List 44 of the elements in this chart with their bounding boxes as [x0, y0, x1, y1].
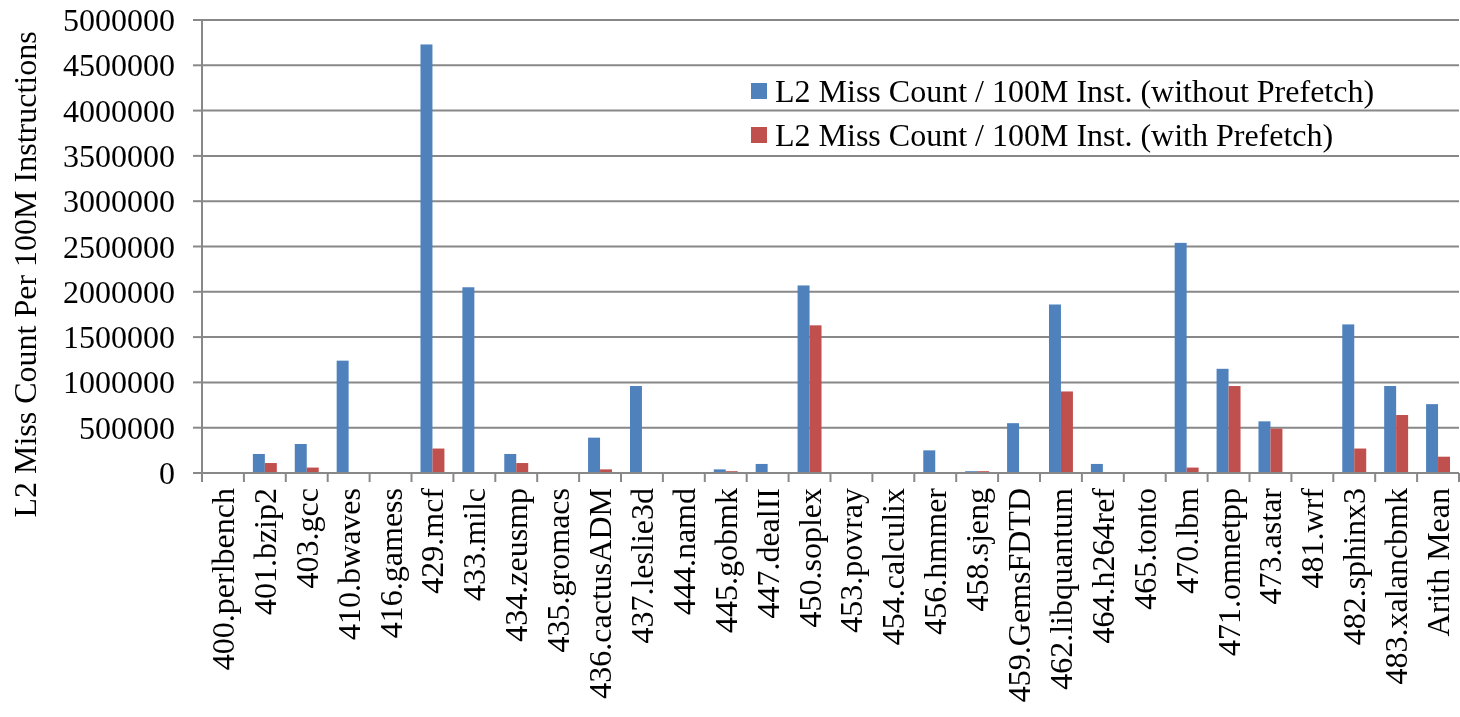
y-tick-label: 1000000: [63, 364, 175, 401]
y-axis-title: L2 Miss Count Per 100M Instructions: [7, 31, 43, 518]
x-tick-label: 482.sphinx3: [1336, 488, 1373, 646]
x-tick-label: Arith Mean: [1420, 488, 1457, 637]
y-tick-label: 3000000: [63, 183, 175, 220]
y-tick-label: 3500000: [63, 137, 175, 174]
x-tick-label: 462.libquantum: [1042, 487, 1079, 690]
x-tick-label: 410.bwaves: [330, 488, 367, 640]
y-tick-label: 4500000: [63, 47, 175, 84]
x-tick-label: 445.gobmk: [707, 488, 744, 633]
x-tick-label: 459.GemsFDTD: [1001, 488, 1038, 703]
y-tick-label: 2500000: [63, 228, 175, 265]
x-tick-label: 434.zeusmp: [498, 488, 535, 642]
x-tick-label: 465.tonto: [1126, 488, 1163, 610]
y-tick-label: 1500000: [63, 319, 175, 356]
x-tick-label: 400.perlbench: [204, 488, 241, 671]
x-tick-label: 473.astar: [1252, 487, 1289, 605]
y-tick-label: 500000: [79, 409, 175, 446]
x-tick-label: 481.wrf: [1294, 487, 1331, 589]
x-tick-label: 471.omnetpp: [1210, 488, 1247, 656]
x-tick-label: 433.milc: [456, 488, 493, 601]
y-tick-label: 0: [159, 455, 175, 491]
y-tick-label: 4000000: [63, 92, 175, 129]
x-tick-label: 444.namd: [665, 488, 702, 616]
x-tick-label: 456.hmmer: [917, 487, 954, 635]
legend-label: L2 Miss Count / 100M Inst. (without Prefetch): [775, 73, 1375, 109]
x-tick-label: 429.mcf: [414, 487, 451, 594]
x-tick-label: 483.xalancbmk: [1378, 488, 1415, 685]
x-tick-label: 437.leslie3d: [623, 488, 660, 644]
x-tick-label: 435.gromacs: [540, 488, 577, 653]
x-tick-label: 416.gamess: [372, 488, 409, 639]
y-tick-label: 2000000: [63, 273, 175, 310]
x-tick-label: 450.soplex: [791, 488, 828, 628]
x-tick-label: 401.bzip2: [246, 488, 283, 616]
x-tick-label: 458.sjeng: [959, 488, 996, 612]
x-tick-label: 453.povray: [833, 488, 870, 633]
x-tick-label: 454.calculix: [875, 488, 912, 646]
x-tick-label: 403.gcc: [288, 488, 325, 589]
x-tick-label: 464.h264ref: [1084, 487, 1121, 644]
legend-label: L2 Miss Count / 100M Inst. (with Prefetch): [775, 117, 1334, 153]
x-tick-label: 470.lbm: [1168, 487, 1205, 594]
y-tick-label: 5000000: [63, 2, 175, 38]
x-tick-label: 447.dealII: [749, 488, 786, 619]
x-tick-label: 436.cactusADM: [582, 488, 619, 699]
